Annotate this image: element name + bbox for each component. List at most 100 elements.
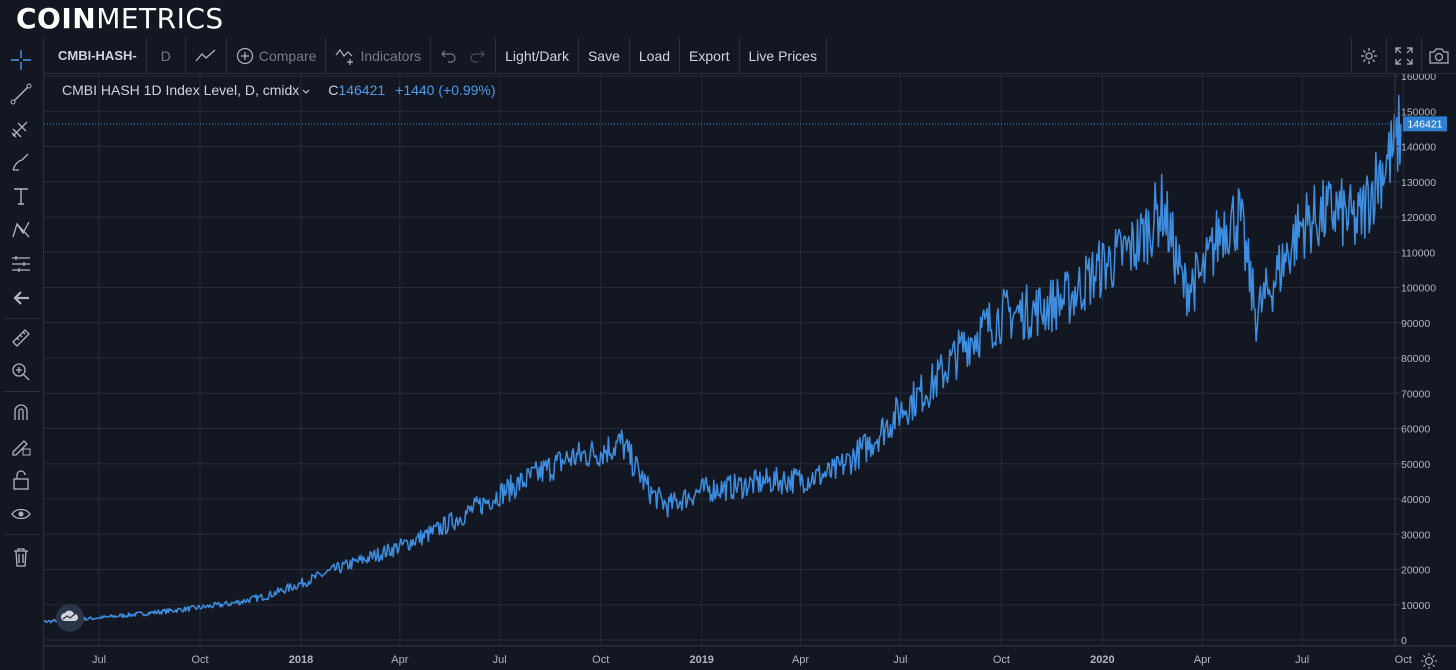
coinmetrics-logo: COINMETRICS xyxy=(16,2,224,35)
toolbar-divider xyxy=(225,38,227,73)
y-tick-label: 50000 xyxy=(1401,459,1430,471)
interval-button[interactable]: D xyxy=(160,47,171,64)
toolbar-divider xyxy=(184,38,186,73)
drawing-toolbar xyxy=(0,38,44,670)
live-prices-button[interactable]: Live Prices xyxy=(748,47,817,64)
eye-icon[interactable] xyxy=(8,501,34,527)
axis-settings-button[interactable] xyxy=(1421,653,1437,669)
x-tick-label: Apr xyxy=(391,654,408,666)
price-chart[interactable]: 0 10000 20000 30000 40000 50000 60000 70000 8000… xyxy=(44,74,1456,670)
trend-line-icon[interactable] xyxy=(8,81,34,107)
camera-icon xyxy=(1429,47,1449,65)
plus-circle-icon xyxy=(236,47,254,65)
magnet-icon[interactable] xyxy=(8,399,34,425)
fullscreen-icon xyxy=(1395,46,1413,65)
toolbar-divider xyxy=(1386,38,1387,73)
y-tick-label: 70000 xyxy=(1401,388,1430,400)
trash-icon[interactable] xyxy=(8,544,34,570)
y-tick-label: 0 xyxy=(1401,635,1407,647)
sidebar-divider xyxy=(4,534,40,535)
toolbar-divider xyxy=(738,38,740,73)
x-tick-label: Apr xyxy=(1194,654,1211,666)
x-tick-label: Jul xyxy=(893,654,907,666)
snapshot-button[interactable] xyxy=(1422,38,1456,73)
indicators-icon xyxy=(335,47,355,65)
redo-icon xyxy=(469,49,485,63)
toolbar-divider xyxy=(430,38,432,73)
sun-icon xyxy=(1421,653,1437,669)
toolbar-divider xyxy=(1421,38,1422,73)
undo-icon xyxy=(441,49,457,63)
x-tick-label: 2019 xyxy=(689,654,713,666)
compare-button[interactable]: Compare xyxy=(227,38,326,73)
top-toolbar: CMBI-HASH- D Compare Indicators Light/Da… xyxy=(44,38,1456,74)
chevron-down-icon[interactable] xyxy=(302,82,310,98)
price-axis[interactable]: 0 10000 20000 30000 40000 50000 60000 70000 8000… xyxy=(1395,74,1436,647)
x-tick-label: Jul xyxy=(493,654,507,666)
chart-legend[interactable]: CMBI HASH 1D Index Level, D, cmidx C 1464… xyxy=(62,82,496,98)
measure-lines-icon[interactable] xyxy=(8,251,34,277)
redo-button[interactable] xyxy=(463,38,495,73)
load-button[interactable]: Load xyxy=(638,47,671,64)
x-tick-label: Jul xyxy=(92,654,106,666)
indicators-button[interactable]: Indicators xyxy=(326,38,430,73)
series-title: CMBI HASH 1D Index Level, D, cmidx xyxy=(62,82,300,98)
y-tick-label: 130000 xyxy=(1401,177,1436,189)
vertical-grid xyxy=(98,74,1404,646)
horizontal-grid xyxy=(44,75,1395,641)
x-tick-label: Oct xyxy=(1395,654,1412,666)
y-tick-label: 10000 xyxy=(1401,600,1430,612)
cloud-icon xyxy=(60,609,80,628)
y-tick-label: 100000 xyxy=(1401,283,1436,295)
light-dark-button[interactable]: Light/Dark xyxy=(505,47,569,64)
zoom-in-icon[interactable] xyxy=(8,359,34,385)
x-tick-label: Oct xyxy=(191,654,208,666)
y-tick-label: 20000 xyxy=(1401,565,1430,577)
brand-bar: COINMETRICS xyxy=(0,0,1456,38)
logo-bold: COIN xyxy=(16,2,97,35)
time-axis[interactable]: Jul Oct 2018 Apr Jul Oct 2019 Apr Jul Oct 2020 Apr J… xyxy=(92,654,1412,666)
symbol-button[interactable]: CMBI-HASH- xyxy=(58,48,137,63)
x-tick-label: 2020 xyxy=(1090,654,1114,666)
y-tick-label: 40000 xyxy=(1401,494,1430,506)
sidebar-divider xyxy=(4,318,40,319)
tradingview-logo[interactable] xyxy=(56,604,84,632)
y-tick-label: 80000 xyxy=(1401,353,1430,365)
change-value: +1440 (+0.99%) xyxy=(395,82,496,98)
ruler-icon[interactable] xyxy=(8,325,34,351)
x-tick-label: 2018 xyxy=(289,654,313,666)
export-button[interactable]: Export xyxy=(689,47,730,64)
toolbar-right xyxy=(1351,38,1456,73)
close-prefix: C xyxy=(328,82,339,98)
crosshair-icon[interactable] xyxy=(8,47,34,73)
x-tick-label: Oct xyxy=(592,654,609,666)
sidebar-divider xyxy=(4,391,40,392)
y-tick-label: 110000 xyxy=(1401,247,1435,259)
toolbar-divider xyxy=(495,38,497,73)
toolbar-divider xyxy=(825,38,827,73)
unlock-icon[interactable] xyxy=(8,467,34,493)
compare-label: Compare xyxy=(258,47,317,64)
text-icon[interactable] xyxy=(8,183,34,209)
lock-drawing-icon[interactable] xyxy=(8,433,34,459)
fullscreen-button[interactable] xyxy=(1387,38,1421,73)
indicators-label: Indicators xyxy=(360,47,422,64)
undo-button[interactable] xyxy=(431,38,463,73)
y-tick-label: 90000 xyxy=(1401,318,1430,330)
chart-style-button[interactable] xyxy=(186,38,226,73)
back-arrow-icon[interactable] xyxy=(8,285,34,311)
pitchfork-icon[interactable] xyxy=(8,115,34,141)
settings-button[interactable] xyxy=(1352,38,1386,73)
pattern-icon[interactable] xyxy=(8,217,34,243)
logo-light: METRICS xyxy=(96,2,224,35)
toolbar-divider xyxy=(1351,38,1352,73)
y-tick-label: 140000 xyxy=(1401,142,1436,154)
last-price-label: 146421 xyxy=(1407,119,1442,131)
save-button[interactable]: Save xyxy=(587,47,620,64)
series-line xyxy=(44,94,1402,624)
x-tick-label: Jul xyxy=(1295,654,1309,666)
brush-icon[interactable] xyxy=(8,149,34,175)
y-tick-label: 150000 xyxy=(1401,106,1436,118)
series-group xyxy=(44,94,1402,624)
y-tick-label: 160000 xyxy=(1401,74,1436,83)
